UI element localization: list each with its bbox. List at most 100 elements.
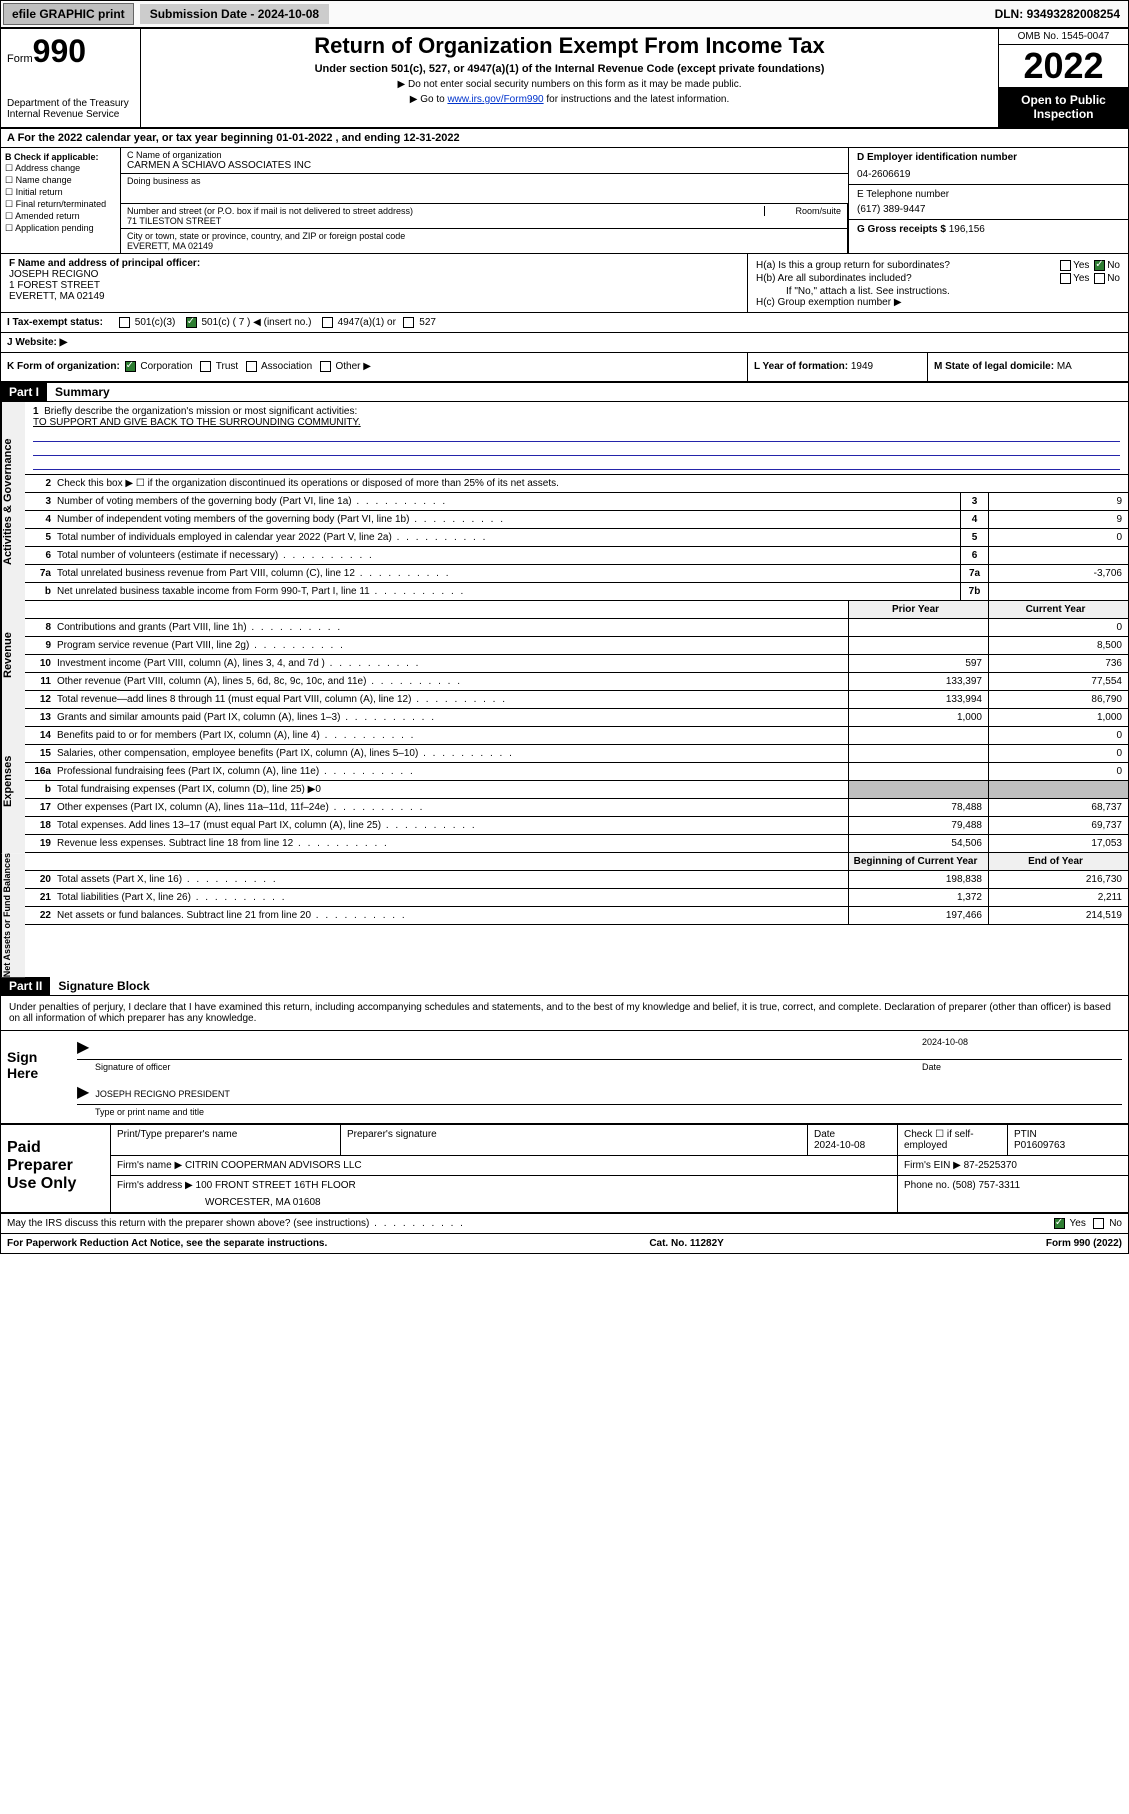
part1-header: Part I bbox=[1, 383, 47, 401]
mission-text: TO SUPPORT AND GIVE BACK TO THE SURROUND… bbox=[33, 417, 361, 428]
rev-section: Revenue Prior Year Current Year 8Contrib… bbox=[1, 601, 1128, 709]
hb-label: H(b) Are all subordinates included? bbox=[756, 273, 912, 284]
j-label: J Website: ▶ bbox=[1, 333, 111, 352]
i-501c[interactable] bbox=[186, 317, 197, 328]
firm-addr2: WORCESTER, MA 01608 bbox=[117, 1197, 891, 1208]
form-prefix: Form bbox=[7, 53, 33, 65]
open-public: Open to Public Inspection bbox=[999, 87, 1128, 127]
dept-treasury: Department of the Treasury Internal Reve… bbox=[7, 98, 134, 120]
col-header-row: Prior Year Current Year bbox=[25, 601, 1128, 619]
firm-addr-label: Firm's address ▶ bbox=[117, 1180, 196, 1191]
row-a-text: A For the 2022 calendar year, or tax yea… bbox=[7, 132, 460, 144]
sign-here-block: Sign Here ▶ 2024-10-08 Signature of offi… bbox=[1, 1031, 1128, 1125]
line-16a: 16aProfessional fundraising fees (Part I… bbox=[25, 763, 1128, 781]
col-f: F Name and address of principal officer:… bbox=[1, 254, 748, 312]
ptin-value: P01609763 bbox=[1014, 1140, 1065, 1151]
line-18: 18Total expenses. Add lines 13–17 (must … bbox=[25, 817, 1128, 835]
submission-date-label: Submission Date - bbox=[150, 7, 258, 21]
i-4947[interactable] bbox=[322, 317, 333, 328]
vert-gov: Activities & Governance bbox=[1, 402, 25, 601]
prep-sig-label: Preparer's signature bbox=[341, 1125, 808, 1155]
may-irs-text: May the IRS discuss this return with the… bbox=[7, 1218, 1052, 1229]
firm-ein-label: Firm's EIN ▶ bbox=[904, 1160, 964, 1171]
sign-here-label: Sign Here bbox=[1, 1031, 71, 1123]
ha-label: H(a) Is this a group return for subordin… bbox=[756, 260, 950, 271]
chk-address-change[interactable]: ☐ Address change bbox=[5, 163, 116, 174]
section-bcd: B Check if applicable: ☐ Address change … bbox=[1, 148, 1128, 254]
year-formation: 1949 bbox=[851, 361, 873, 372]
hdr-curr: Current Year bbox=[988, 601, 1128, 618]
ha-yes[interactable] bbox=[1060, 260, 1071, 271]
k-assoc[interactable] bbox=[246, 361, 257, 372]
ein-value: 04-2606619 bbox=[857, 169, 1120, 180]
mission-label: Briefly describe the organization's miss… bbox=[44, 406, 357, 417]
arrow-icon: ▶ bbox=[77, 1039, 89, 1056]
hdr-prior: Prior Year bbox=[848, 601, 988, 618]
irs-link[interactable]: www.irs.gov/Form990 bbox=[447, 94, 543, 105]
k-corp[interactable] bbox=[125, 361, 136, 372]
note-goto-pre: ▶ Go to bbox=[410, 94, 448, 105]
chk-initial-return[interactable]: ☐ Initial return bbox=[5, 187, 116, 198]
k-other[interactable] bbox=[320, 361, 331, 372]
part2-header: Part II bbox=[1, 977, 50, 995]
efile-print-button[interactable]: efile GRAPHIC print bbox=[3, 3, 134, 25]
line-7a: 7aTotal unrelated business revenue from … bbox=[25, 565, 1128, 583]
paid-date-label: Date bbox=[814, 1129, 835, 1140]
row-a-tax-year: A For the 2022 calendar year, or tax yea… bbox=[1, 129, 1128, 148]
vert-rev: Revenue bbox=[1, 601, 25, 709]
col-c: C Name of organization CARMEN A SCHIAVO … bbox=[121, 148, 848, 253]
dln-label: DLN: bbox=[995, 7, 1027, 21]
footer: For Paperwork Reduction Act Notice, see … bbox=[1, 1234, 1128, 1253]
row-i: I Tax-exempt status: 501(c)(3) 501(c) ( … bbox=[1, 313, 1128, 333]
e-phone: E Telephone number (617) 389-9447 bbox=[849, 185, 1128, 220]
line-b: bTotal fundraising expenses (Part IX, co… bbox=[25, 781, 1128, 799]
line-12: 12Total revenue—add lines 8 through 11 (… bbox=[25, 691, 1128, 709]
section-fh: F Name and address of principal officer:… bbox=[1, 254, 1128, 313]
chk-amended[interactable]: ☐ Amended return bbox=[5, 211, 116, 222]
firm-ein: 87-2525370 bbox=[964, 1160, 1017, 1171]
main-title: Return of Organization Exempt From Incom… bbox=[151, 33, 988, 59]
footer-cat: Cat. No. 11282Y bbox=[649, 1238, 723, 1249]
c-name-block: C Name of organization CARMEN A SCHIAVO … bbox=[121, 148, 848, 174]
paid-label: Paid Preparer Use Only bbox=[1, 1125, 111, 1212]
sig-officer-label: Signature of officer bbox=[77, 1062, 922, 1072]
part2-header-row: Part II Signature Block bbox=[1, 977, 1128, 996]
street-value: 71 TILESTON STREET bbox=[127, 216, 841, 226]
chk-final-return[interactable]: ☐ Final return/terminated bbox=[5, 199, 116, 210]
chk-app-pending[interactable]: ☐ Application pending bbox=[5, 223, 116, 234]
footer-right: Form 990 (2022) bbox=[1046, 1238, 1122, 1249]
c-addr-block: Number and street (or P.O. box if mail i… bbox=[121, 204, 848, 253]
firm-phone: (508) 757-3311 bbox=[952, 1180, 1020, 1191]
hb-no[interactable] bbox=[1094, 273, 1105, 284]
line-6: 6Total number of volunteers (estimate if… bbox=[25, 547, 1128, 565]
hdr-end: End of Year bbox=[988, 853, 1128, 870]
title-box: Return of Organization Exempt From Incom… bbox=[141, 29, 998, 127]
i-527[interactable] bbox=[403, 317, 414, 328]
note-goto-post: for instructions and the latest informat… bbox=[544, 94, 730, 105]
form-header: Form990 Department of the Treasury Inter… bbox=[1, 29, 1128, 129]
line-2: 2Check this box ▶ ☐ if the organization … bbox=[25, 475, 1128, 493]
mission-block: 1 Briefly describe the organization's mi… bbox=[25, 402, 1128, 475]
may-irs-yes[interactable] bbox=[1054, 1218, 1065, 1229]
omb-number: OMB No. 1545-0047 bbox=[999, 29, 1128, 45]
street-label: Number and street (or P.O. box if mail i… bbox=[127, 206, 413, 216]
submission-date: Submission Date - 2024-10-08 bbox=[140, 4, 329, 24]
website-value bbox=[111, 333, 1128, 352]
i-501c3[interactable] bbox=[119, 317, 130, 328]
l-label: L Year of formation: bbox=[754, 361, 851, 372]
k-label: K Form of organization: bbox=[7, 362, 120, 373]
mission-num: 1 bbox=[33, 406, 39, 417]
col-header-row-na: Beginning of Current Year End of Year bbox=[25, 853, 1128, 871]
may-irs-no[interactable] bbox=[1093, 1218, 1104, 1229]
k-trust[interactable] bbox=[200, 361, 211, 372]
sig-declaration: Under penalties of perjury, I declare th… bbox=[1, 996, 1128, 1031]
arrow-icon: ▶ bbox=[77, 1084, 89, 1101]
line-14: 14Benefits paid to or for members (Part … bbox=[25, 727, 1128, 745]
phone-label: Phone no. bbox=[904, 1180, 952, 1191]
row-klm: K Form of organization: Corporation Trus… bbox=[1, 353, 1128, 382]
chk-name-change[interactable]: ☐ Name change bbox=[5, 175, 116, 186]
ha-no[interactable] bbox=[1094, 260, 1105, 271]
hb-yes[interactable] bbox=[1060, 273, 1071, 284]
line-15: 15Salaries, other compensation, employee… bbox=[25, 745, 1128, 763]
line-13: 13Grants and similar amounts paid (Part … bbox=[25, 709, 1128, 727]
